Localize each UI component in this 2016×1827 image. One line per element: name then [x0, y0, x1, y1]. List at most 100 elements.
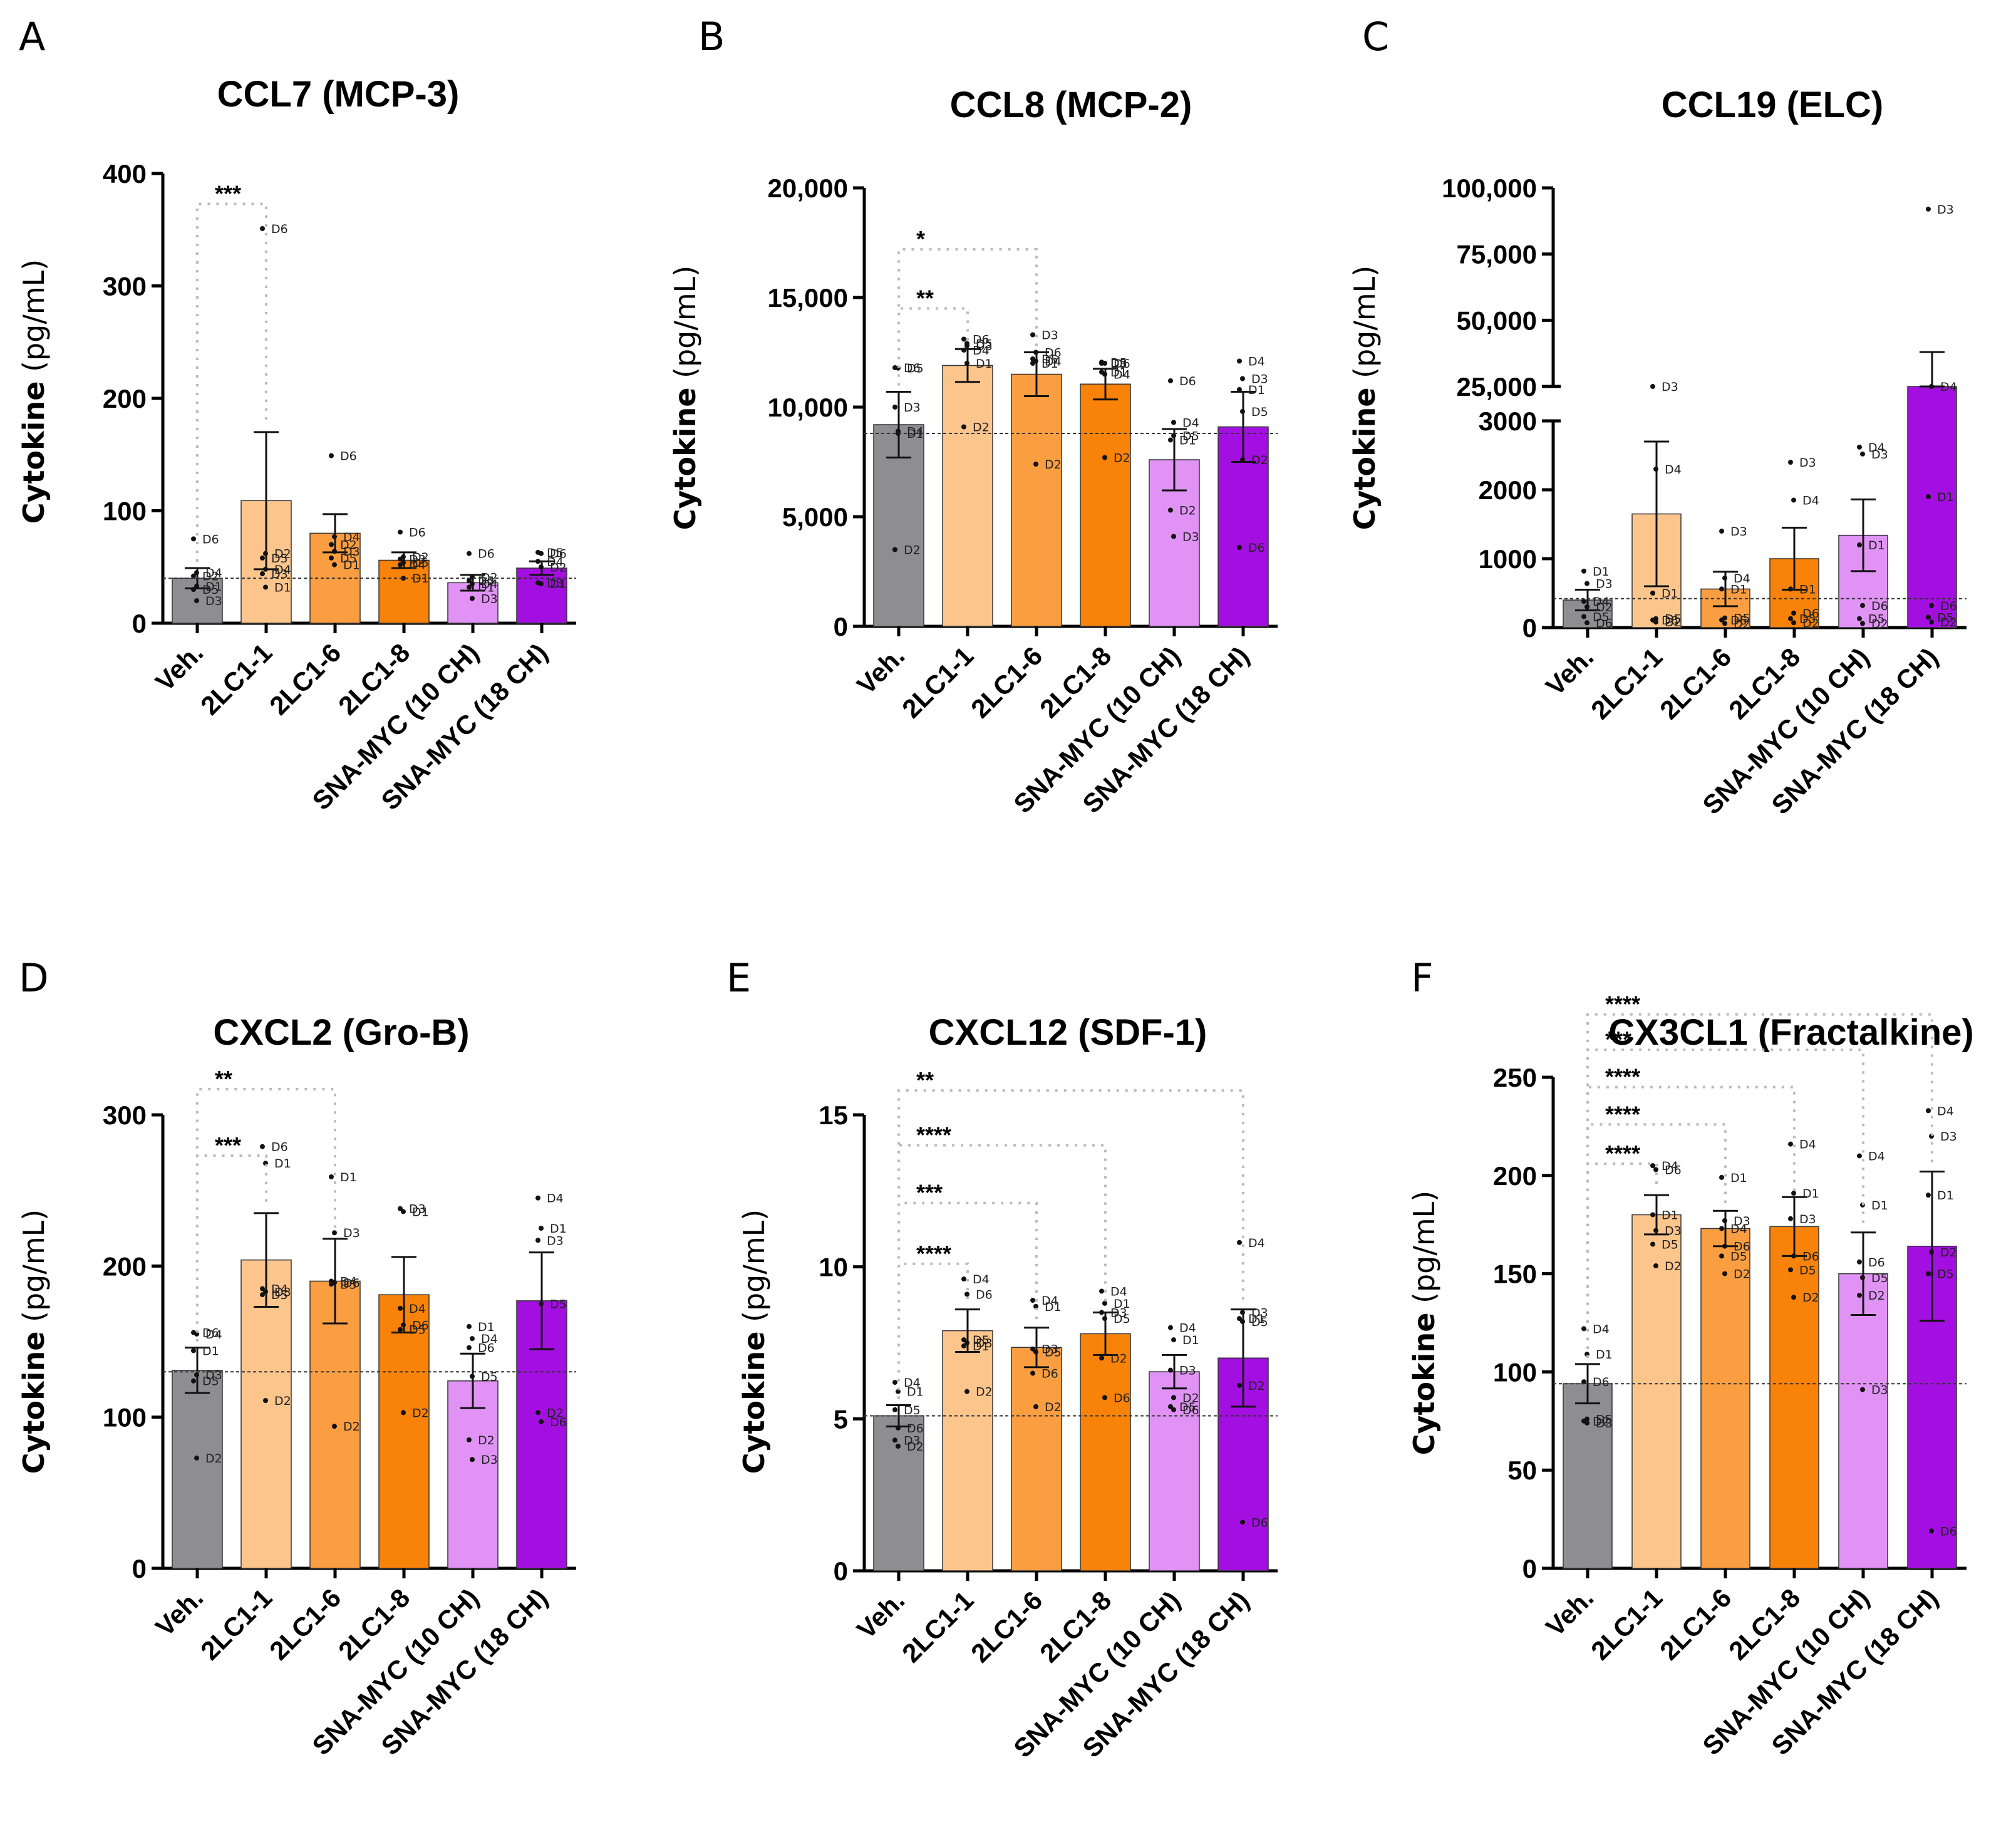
data-point-label: D1 [1802, 1187, 1819, 1201]
data-point-label: D1 [412, 572, 429, 586]
data-point-label: D6 [1871, 599, 1888, 613]
data-point [194, 598, 199, 604]
data-point [329, 555, 334, 561]
significance-label: * [916, 226, 925, 252]
y-tick-label: 250 [1493, 1063, 1537, 1092]
data-point [892, 547, 897, 552]
data-point [961, 1337, 966, 1343]
data-point-label: D2 [202, 570, 219, 584]
data-point-label: D4 [1182, 417, 1199, 430]
data-point-label: D4 [1248, 355, 1265, 369]
data-point-label: D6 [976, 1288, 993, 1302]
data-point [1237, 1316, 1242, 1322]
data-point-label: D6 [412, 1318, 429, 1332]
data-point-label: D2 [1596, 601, 1613, 614]
data-point [1240, 1310, 1245, 1315]
bar [1149, 1371, 1200, 1571]
data-point-label: D4 [1114, 368, 1130, 382]
data-point-label: D2 [343, 1420, 360, 1434]
data-point [1860, 603, 1865, 608]
data-point-label: D6 [1179, 375, 1196, 388]
data-point [1857, 616, 1862, 621]
data-point-label: D5 [1251, 405, 1268, 419]
data-point-label: D1 [1871, 1199, 1888, 1213]
bar [1011, 373, 1062, 627]
y-axis-label: Cytokine (pg/mL) [17, 1209, 51, 1474]
data-point-label: D1 [1937, 490, 1954, 504]
data-point-label: D3 [1042, 1343, 1058, 1357]
data-point-label: D6 [202, 532, 219, 546]
x-tick-label: 2LC1-6 [1654, 642, 1737, 725]
data-point-label: D2 [1114, 452, 1130, 465]
data-point [1033, 1404, 1038, 1409]
y-tick-label: 0 [132, 609, 147, 638]
data-point [1929, 384, 1934, 390]
data-point-label: D4 [205, 566, 222, 580]
significance-label: ** [916, 1067, 934, 1093]
data-point [1857, 444, 1862, 450]
data-point-label: D4 [1868, 1149, 1885, 1163]
data-point [1722, 621, 1727, 626]
data-point [1788, 1267, 1793, 1273]
data-point [1030, 1370, 1035, 1376]
data-point-label: D5 [1251, 1315, 1268, 1329]
data-point [1926, 206, 1931, 212]
bar [942, 1330, 993, 1571]
bar [873, 1415, 924, 1571]
data-point [1857, 542, 1862, 548]
data-point-label: D6 [1940, 599, 1957, 613]
data-point-label: D4 [1045, 355, 1062, 369]
data-point [1791, 1191, 1796, 1196]
y-axis-label-unit: (pg/mL) [1407, 1191, 1441, 1313]
data-point [1584, 620, 1590, 626]
significance-label: **** [916, 1122, 951, 1148]
data-point [1168, 1367, 1173, 1373]
data-point-label: D2 [274, 547, 291, 561]
data-point-label: D2 [478, 1434, 495, 1447]
data-point [1237, 1382, 1242, 1388]
data-point [1240, 376, 1245, 381]
bar [1769, 1226, 1819, 1569]
x-tick-label: 2LC1-1 [896, 1585, 979, 1668]
data-point-label: D1 [478, 581, 495, 595]
significance-bracket [1586, 1085, 1796, 1358]
significance-label: **** [1605, 991, 1640, 1017]
y-tick-label: 100 [103, 497, 147, 526]
data-point [961, 1343, 966, 1348]
data-point [1857, 1293, 1862, 1298]
data-point-label: D5 [1730, 1250, 1747, 1263]
data-point [263, 551, 268, 556]
y-tick-label: 300 [103, 1100, 147, 1130]
data-point [1237, 545, 1242, 550]
x-tick-label: 2LC1-6 [264, 1583, 346, 1665]
data-point-label: D3 [1596, 577, 1613, 591]
data-point-label: D4 [343, 531, 360, 544]
y-tick-label: 25,000 [1457, 372, 1537, 401]
data-point-label: D4 [1665, 463, 1682, 477]
data-point-label: D4 [1868, 441, 1885, 455]
data-point-label: D2 [205, 1452, 222, 1466]
bar [516, 567, 567, 624]
data-point-label: D6 [1802, 1250, 1819, 1263]
data-point [1929, 603, 1934, 608]
data-point [1929, 1528, 1934, 1534]
data-point [1719, 617, 1724, 623]
data-point-label: D1 [1042, 357, 1058, 371]
data-point-label: D6 [1802, 607, 1819, 621]
data-point-label: D6 [1182, 1404, 1199, 1417]
y-tick-label: 20,000 [768, 173, 848, 203]
data-point [1099, 1355, 1104, 1361]
data-point-label: D2 [1665, 616, 1682, 629]
y-axis-label: Cytokine (pg/mL) [1348, 266, 1382, 531]
data-point-label: D4 [907, 425, 924, 439]
data-point [1788, 460, 1793, 465]
data-point-label: D1 [1114, 1297, 1130, 1311]
data-point [260, 1292, 265, 1298]
data-point-label: D3 [1799, 456, 1816, 470]
y-tick-label: 0 [1522, 613, 1537, 643]
panel-letter: A [19, 14, 45, 60]
data-point [467, 584, 472, 590]
y-tick-label: 150 [1493, 1260, 1537, 1289]
data-point-label: D2 [481, 571, 498, 584]
y-axis-label-unit: (pg/mL) [17, 1209, 51, 1332]
